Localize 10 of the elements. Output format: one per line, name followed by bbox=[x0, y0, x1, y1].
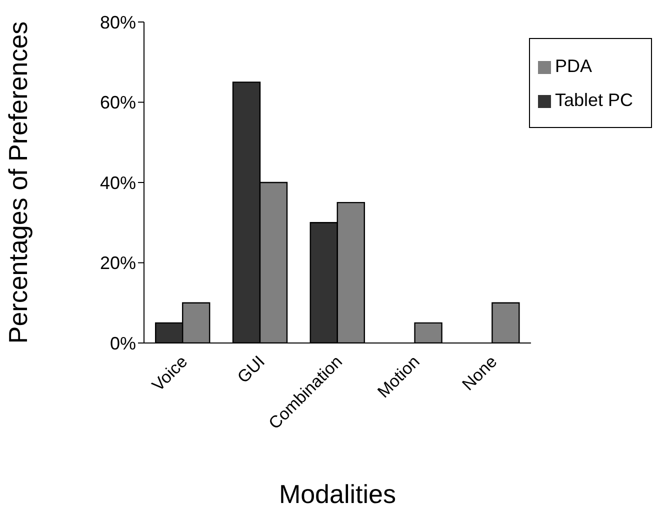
y-tick-label: 0% bbox=[110, 333, 136, 354]
legend-label: PDA bbox=[554, 56, 592, 76]
y-axis-title: Percentages of Preferences bbox=[3, 21, 34, 344]
x-tick-label: GUI bbox=[234, 352, 269, 387]
y-tick-label: 80% bbox=[100, 12, 136, 32]
y-tick-label: 40% bbox=[100, 172, 136, 193]
x-axis-title: Modalities bbox=[278, 479, 396, 509]
y-tick-label: 60% bbox=[100, 92, 136, 113]
y-tick-label: 20% bbox=[100, 253, 136, 274]
legend-label: Tablet PC bbox=[554, 90, 633, 110]
